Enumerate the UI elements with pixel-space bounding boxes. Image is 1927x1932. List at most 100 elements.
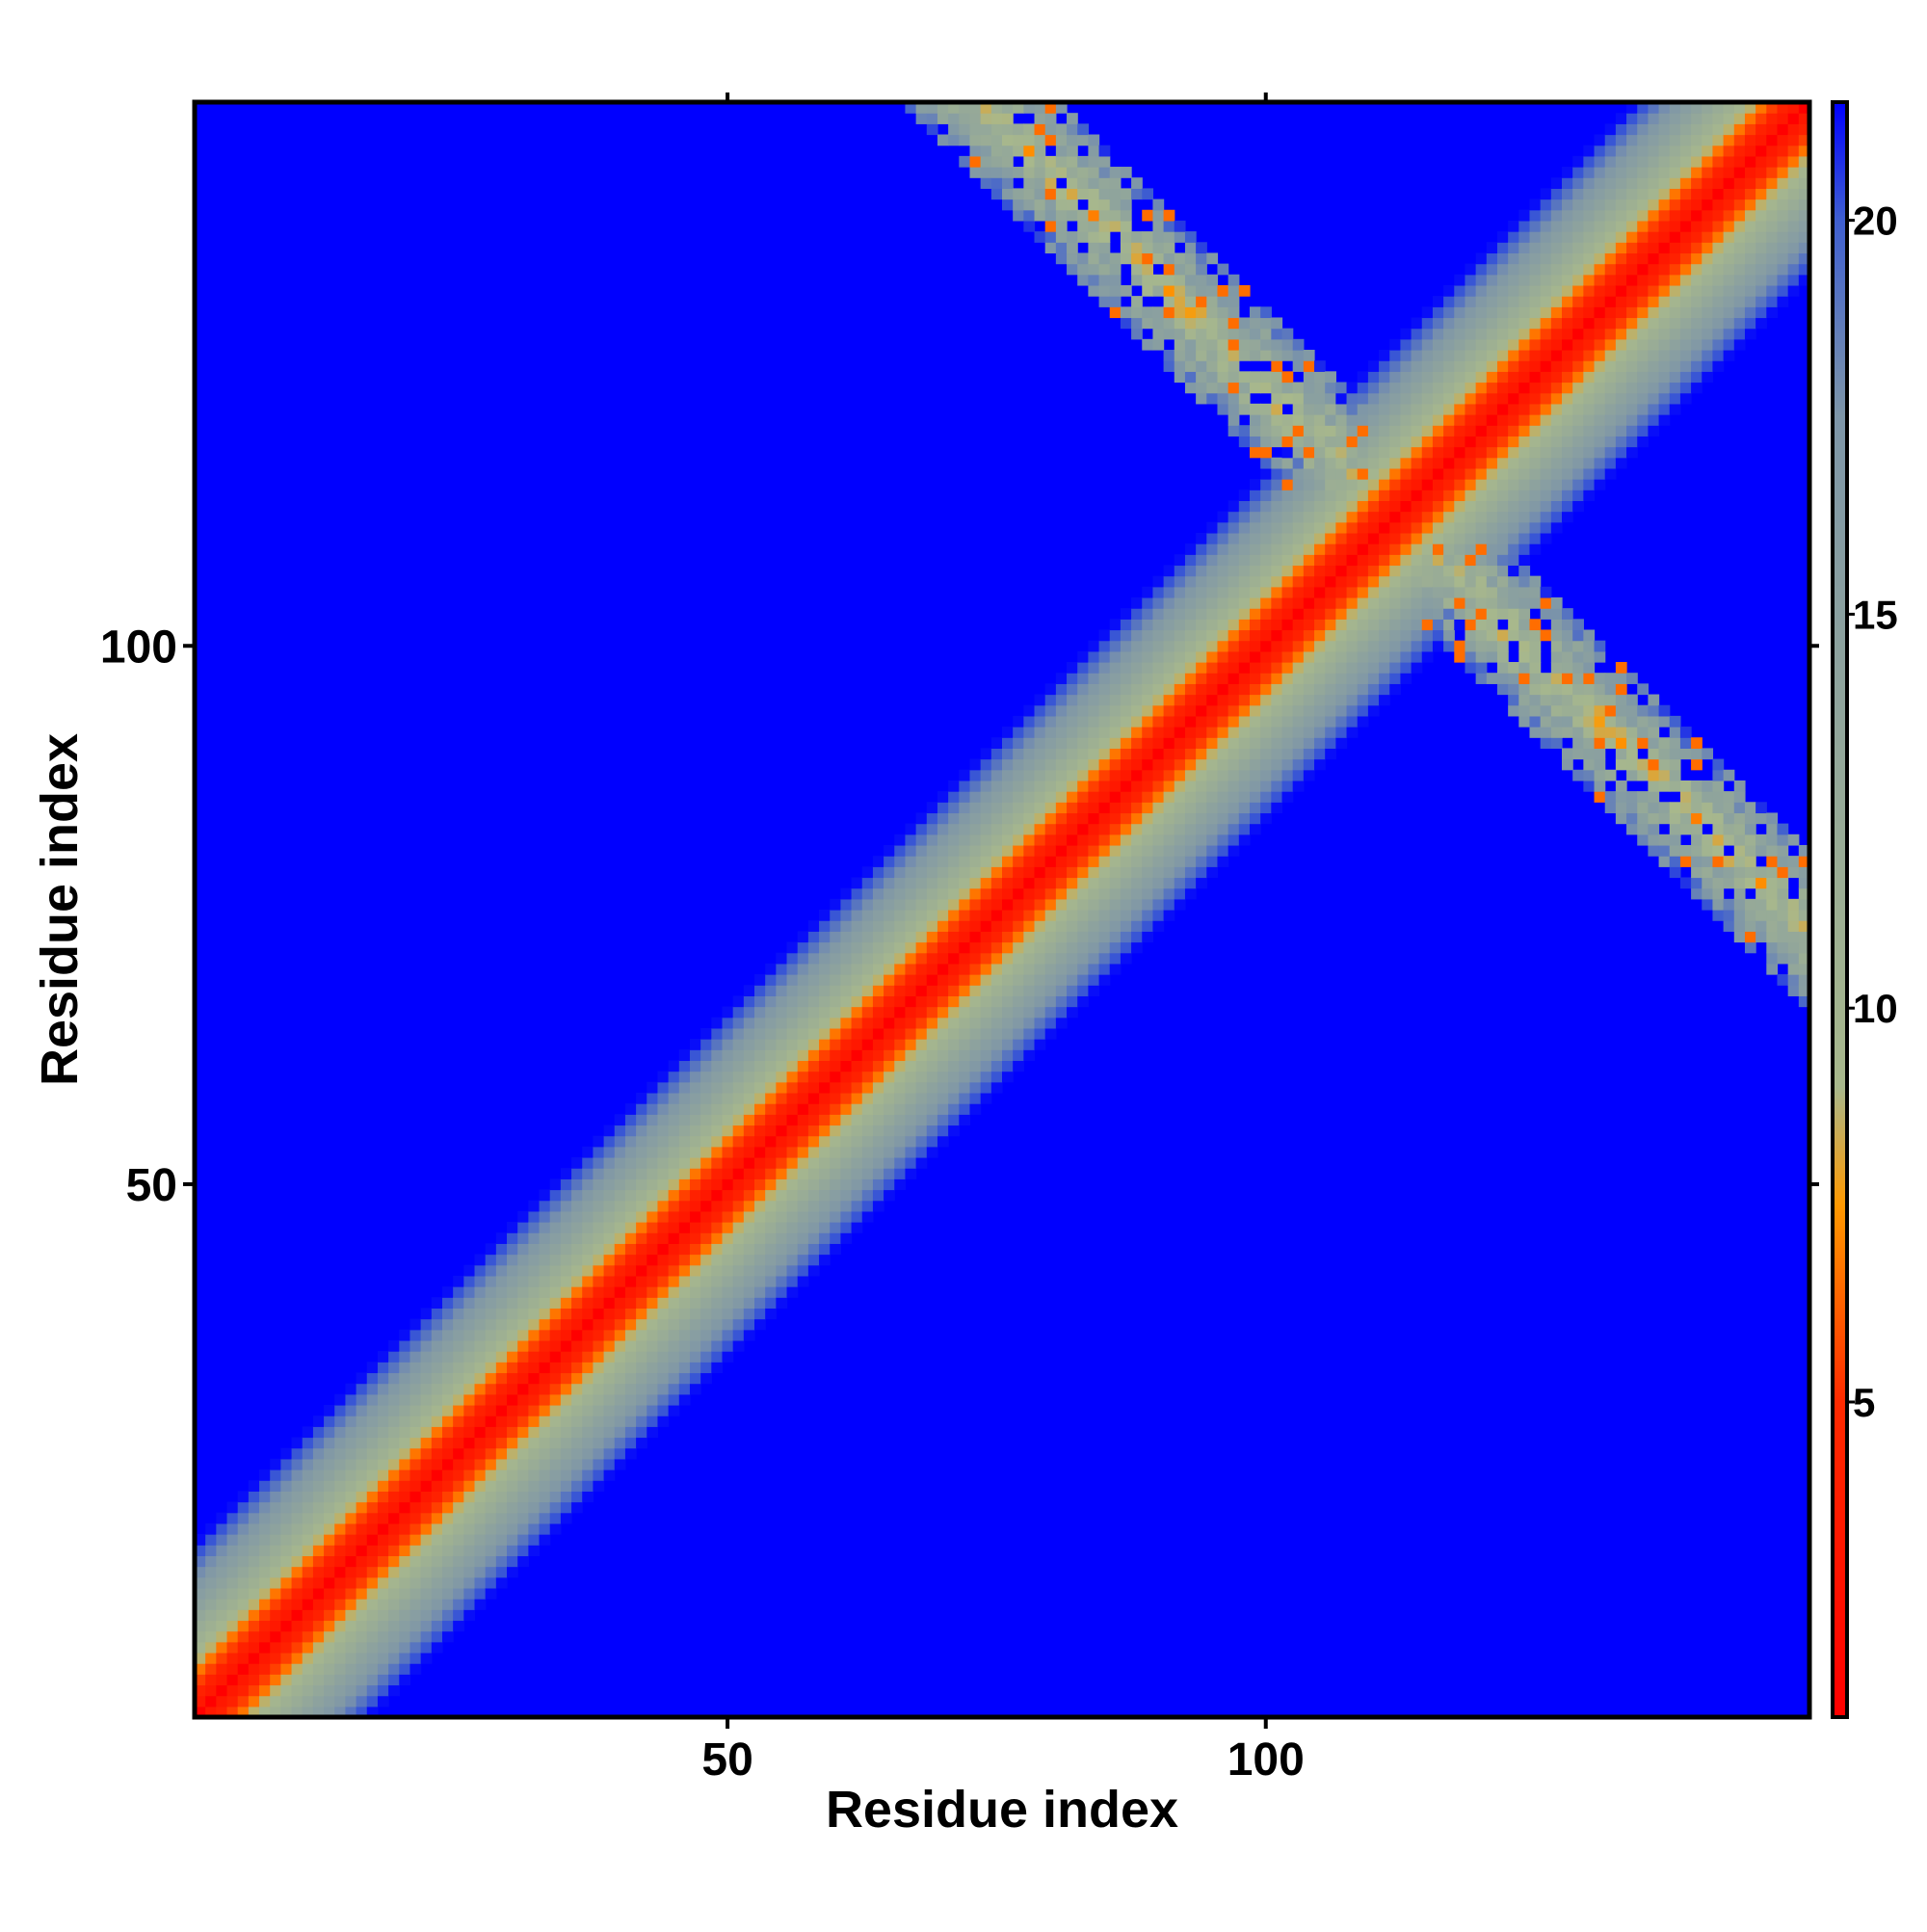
- heatmap-cell: [614, 1156, 626, 1169]
- heatmap-cell: [388, 1534, 400, 1546]
- heatmap-cell: [453, 1286, 464, 1298]
- heatmap-cell: [1572, 673, 1584, 684]
- heatmap-cell: [603, 1426, 616, 1439]
- heatmap-cell: [216, 1512, 228, 1524]
- heatmap-cell: [905, 823, 917, 835]
- heatmap-cell: [1271, 532, 1283, 544]
- heatmap-cell: [937, 1027, 949, 1040]
- heatmap-cell: [1465, 263, 1477, 276]
- heatmap-cell: [937, 856, 949, 867]
- heatmap-cell: [937, 887, 949, 900]
- heatmap-cell: [894, 952, 907, 965]
- heatmap-cell: [1034, 1006, 1046, 1019]
- heatmap-cell: [270, 1695, 281, 1707]
- heatmap-cell: [1098, 274, 1111, 286]
- heatmap-cell: [647, 1092, 659, 1104]
- heatmap-cell: [1637, 328, 1649, 340]
- heatmap-cell: [1196, 263, 1207, 276]
- heatmap-cell: [743, 1210, 755, 1223]
- heatmap-cell: [657, 1254, 670, 1266]
- heatmap-cell: [291, 1652, 304, 1664]
- heatmap-cell: [571, 1480, 583, 1492]
- heatmap-cell: [431, 1609, 443, 1622]
- heatmap-cell: [1098, 263, 1111, 276]
- heatmap-cell: [1432, 608, 1444, 620]
- heatmap-cell: [1303, 662, 1315, 674]
- heatmap-cell: [1109, 823, 1122, 835]
- heatmap-cell: [1583, 737, 1596, 749]
- heatmap-cell: [399, 1426, 411, 1439]
- heatmap-cell: [1454, 543, 1466, 555]
- heatmap-cell: [539, 1393, 551, 1406]
- heatmap-cell: [657, 1092, 670, 1104]
- heatmap-cell: [1604, 338, 1617, 351]
- heatmap-cell: [1292, 704, 1305, 717]
- heatmap-cell: [926, 834, 938, 846]
- heatmap-cell: [582, 1189, 594, 1202]
- heatmap-cell: [1142, 931, 1154, 943]
- heatmap-cell: [1196, 769, 1207, 781]
- heatmap-cell: [1421, 360, 1434, 372]
- heatmap-cell: [1335, 436, 1348, 448]
- heatmap-cell: [571, 1447, 583, 1460]
- heatmap-cell: [969, 1081, 982, 1094]
- heatmap-cell: [420, 1512, 433, 1524]
- heatmap-cell: [409, 1652, 422, 1664]
- heatmap-cell: [1249, 683, 1261, 696]
- heatmap-cell: [1583, 220, 1596, 232]
- heatmap-cell: [668, 1168, 680, 1179]
- heatmap-cell: [1518, 403, 1531, 415]
- heatmap-cell: [1109, 167, 1122, 178]
- heatmap-cell: [1023, 198, 1036, 211]
- heatmap-cell: [614, 1168, 626, 1179]
- heatmap-cell: [485, 1416, 497, 1427]
- heatmap-cell: [539, 1200, 551, 1212]
- heatmap-cell: [1486, 640, 1498, 652]
- heatmap-cell: [1550, 737, 1563, 749]
- heatmap-cell: [1013, 791, 1024, 803]
- heatmap-cell: [1454, 596, 1466, 609]
- heatmap-cell: [582, 1339, 594, 1352]
- heatmap-cell: [1206, 866, 1219, 879]
- heatmap-cell: [1314, 543, 1326, 555]
- heatmap-cell: [1626, 252, 1638, 265]
- heatmap-cell: [1163, 823, 1175, 835]
- heatmap-cell: [1120, 727, 1132, 738]
- heatmap-cell: [1034, 769, 1046, 781]
- heatmap-cell: [388, 1545, 400, 1556]
- heatmap-cell: [1604, 209, 1617, 222]
- heatmap-cell: [797, 963, 809, 975]
- heatmap-cell: [1658, 360, 1671, 372]
- heatmap-cell: [582, 1168, 594, 1179]
- heatmap-cell: [1002, 974, 1014, 986]
- heatmap-cell: [1389, 673, 1402, 684]
- heatmap-cell: [1002, 1071, 1014, 1083]
- heatmap-cell: [1475, 543, 1488, 555]
- heatmap-cell: [1044, 198, 1057, 211]
- heatmap-cell: [1174, 231, 1186, 243]
- heatmap-cell: [560, 1447, 572, 1460]
- heatmap-cell: [786, 1254, 799, 1266]
- heatmap-cell: [345, 1545, 357, 1556]
- heatmap-cell: [969, 985, 982, 996]
- heatmap-cell: [722, 1275, 734, 1287]
- heatmap-cell: [1314, 673, 1326, 684]
- heatmap-cell: [1131, 619, 1143, 631]
- heatmap-cell: [312, 1630, 325, 1643]
- heatmap-cell: [1088, 834, 1100, 846]
- heatmap-cell: [926, 1114, 938, 1126]
- heatmap-cell: [647, 1264, 659, 1277]
- heatmap-cell: [807, 1168, 820, 1179]
- heatmap-cell: [624, 1189, 637, 1202]
- heatmap-cell: [1227, 619, 1240, 631]
- heatmap-cell: [1357, 608, 1369, 620]
- heatmap-cell: [1174, 715, 1186, 728]
- heatmap-cell: [571, 1339, 583, 1352]
- heatmap-cell: [1540, 704, 1552, 717]
- heatmap-cell: [1626, 263, 1638, 276]
- heatmap-cell: [453, 1339, 464, 1352]
- heatmap-cell: [1271, 521, 1283, 534]
- heatmap-cell: [614, 1243, 626, 1256]
- heatmap-cell: [894, 1071, 907, 1083]
- heatmap-cell: [861, 941, 874, 954]
